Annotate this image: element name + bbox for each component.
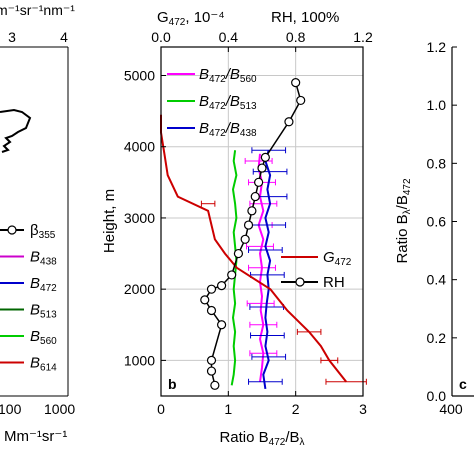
legend-a-label: B472 — [30, 275, 57, 294]
panel-b: G472, 10⁻⁴ RH, 100% 0 1 2 3 1000 2000 3000 4000… — [101, 9, 373, 448]
legend-a-label: B614 — [30, 355, 57, 374]
legend-a-label: B560 — [30, 328, 57, 347]
panel-c-y-tick-label: 1.0 — [427, 97, 447, 113]
series-b472-b438-line — [262, 150, 272, 390]
panel-b-y-tick-label: 5000 — [124, 67, 155, 83]
series-g472-line — [160, 114, 347, 383]
legend-b-bottom-label: RH — [323, 274, 345, 291]
legend-b-top-label: B472/B438 — [199, 120, 257, 139]
panel-c-x-tick-label: 400 — [439, 401, 463, 417]
series-rh-marker — [227, 270, 237, 280]
series-rh-marker — [233, 248, 244, 259]
series-rh-marker — [206, 366, 217, 376]
series-rh-marker — [250, 191, 260, 202]
series-rh-marker — [240, 234, 250, 244]
series-rh-marker — [296, 95, 306, 106]
panel-a-top-tick: 4 — [60, 29, 68, 45]
panel-b-frame — [160, 46, 364, 397]
legend-b-bottom-marker — [295, 277, 305, 287]
panel-c-y-tick-label: 1.2 — [427, 39, 447, 55]
series-rh-marker — [200, 295, 210, 305]
panel-a-beta-profile — [0, 108, 32, 153]
legend-a-marker — [7, 225, 17, 235]
legend-b-bottom-label: G472 — [323, 249, 352, 268]
series-rh-marker — [217, 281, 227, 291]
panel-c-y-tick-label: 0.6 — [427, 214, 447, 230]
panel-b-top-tick-label: 0.4 — [219, 29, 239, 45]
panel-b-ylabel: Height, m — [101, 189, 118, 253]
series-rh-marker — [254, 177, 264, 187]
legend-a-label: β355 — [30, 222, 56, 241]
series-rh-marker — [206, 355, 217, 365]
panel-a-top-axis-label: m⁻¹sr⁻¹nm⁻¹ — [0, 2, 75, 18]
series-rh-marker — [260, 152, 270, 162]
series-rh-marker — [257, 163, 267, 173]
panel-b-x-tick-label: 2 — [292, 401, 300, 417]
panel-b-top-tick-label: 0.0 — [151, 29, 171, 45]
panel-b-y-tick-label: 4000 — [124, 139, 155, 155]
series-rh-marker — [217, 320, 227, 330]
panel-b-y-tick-label: 3000 — [124, 210, 155, 226]
legend-a-label: B438 — [30, 249, 57, 268]
panel-b-top-label-rh: RH, 100% — [271, 9, 339, 26]
panel-b-ticks: 0 1 2 3 1000 2000 3000 4000 5000 0.0 0.4 0.8 1.2 — [124, 29, 373, 417]
series-rh-marker — [291, 78, 301, 88]
series-rh-marker — [210, 380, 220, 390]
panel-c-y-tick-label: 0.0 — [427, 388, 447, 404]
panel-a-bottom-tick: 1000 — [44, 401, 75, 417]
legend-b-top-label: B472/B560 — [199, 66, 257, 85]
series-rh-marker — [206, 284, 217, 294]
panel-a-bottom-axis-label: Mm⁻¹sr⁻¹ — [4, 428, 67, 445]
panel-b-xlabel: Ratio B472/Bλ — [219, 429, 304, 448]
panel-b-legend: B472/B560 B472/B513 B472/B438 G472 RH — [167, 66, 352, 291]
panel-b-x-tick-label: 3 — [359, 401, 367, 417]
panel-a-legend: β355 B438 B472 B513 B560 B614 — [0, 222, 57, 374]
series-rh-marker — [206, 305, 217, 316]
series-rh-marker — [243, 220, 254, 230]
panel-a-bottom-tick: 100 — [0, 401, 22, 417]
panel-b-y-tick-label: 2000 — [124, 281, 155, 297]
panel-a-partial: m⁻¹sr⁻¹nm⁻¹ 3 4 100 1000 Mm⁻¹sr⁻¹ β355 B4… — [0, 2, 75, 445]
panel-a-top-tick: 3 — [8, 29, 16, 45]
series-rh-marker — [284, 117, 294, 127]
panel-c-y-tick-label: 0.4 — [427, 272, 447, 288]
panel-c-y-tick-label: 0.8 — [427, 155, 447, 171]
series-rh-marker — [247, 206, 257, 216]
panel-b-x-tick-label: 1 — [224, 401, 232, 417]
panel-b-top-tick-label: 1.2 — [353, 29, 373, 45]
panel-c-label: c — [459, 376, 467, 392]
panel-b-top-tick-label: 0.8 — [286, 29, 306, 45]
panel-b-top-label-g: G472, 10⁻⁴ — [157, 9, 225, 28]
panel-c-ylabel: Ratio Bλ/B472 — [394, 178, 413, 264]
panel-c-y-tick-label: 0.2 — [427, 330, 447, 346]
panel-c-ticks: 0.0 0.2 0.4 0.6 0.8 1.0 1.2 — [427, 39, 457, 404]
panel-c-partial: 0.0 0.2 0.4 0.6 0.8 1.0 1.2 Ratio Bλ/B472 c 40… — [394, 39, 474, 417]
legend-a-label: B513 — [30, 302, 57, 321]
panel-b-label: b — [168, 376, 177, 392]
panel-b-y-tick-label: 1000 — [124, 352, 155, 368]
panel-b-series — [160, 78, 367, 390]
panel-b-x-tick-label: 0 — [157, 401, 165, 417]
legend-b-top-label: B472/B513 — [199, 93, 257, 112]
